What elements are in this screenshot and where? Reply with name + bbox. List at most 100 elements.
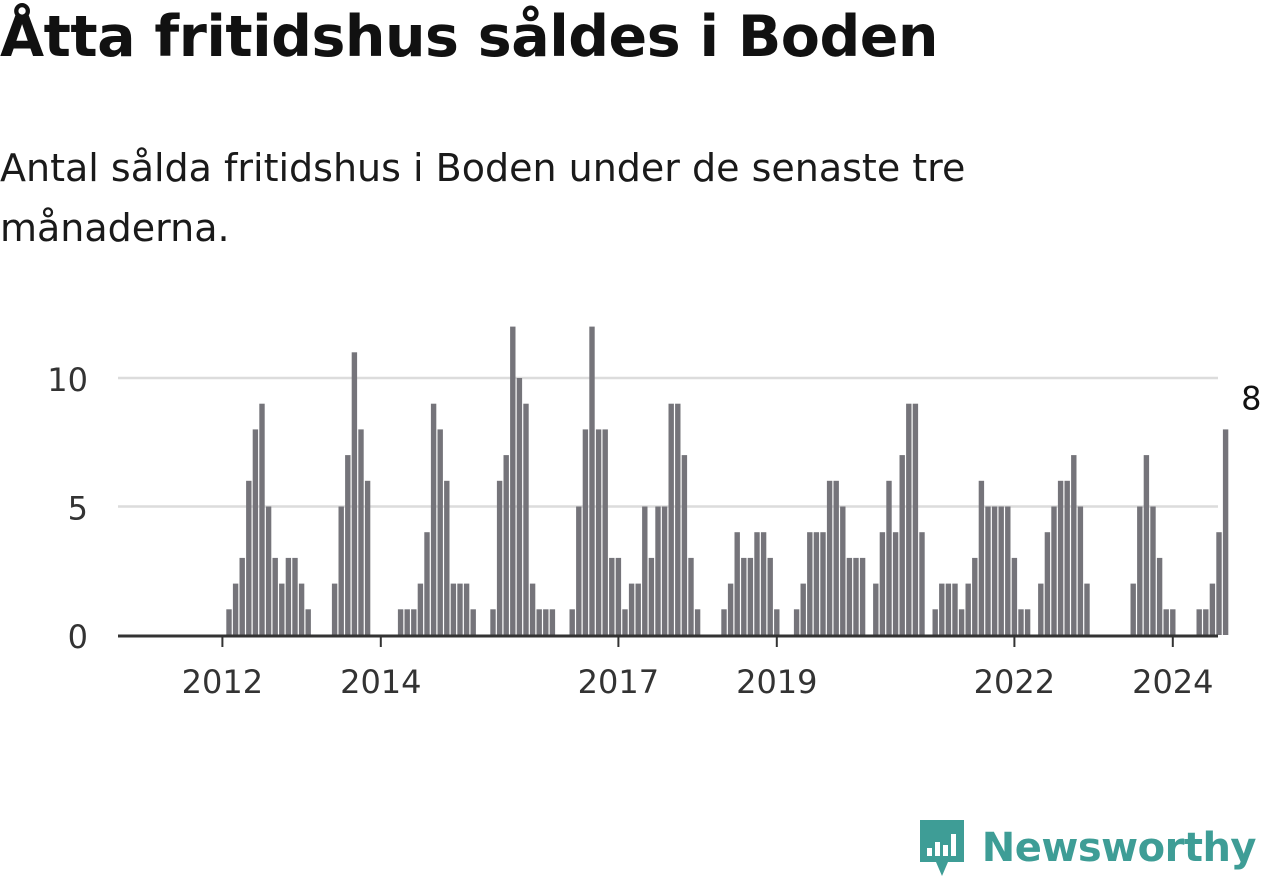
bar: [859, 557, 866, 635]
bar: [239, 557, 245, 635]
bar: [833, 480, 839, 635]
y-tick-label: 10: [47, 361, 88, 399]
x-tick-label: 2012: [182, 663, 263, 701]
bar: [919, 532, 925, 635]
bar: [292, 557, 298, 635]
bar: [576, 506, 582, 635]
bar: [595, 429, 602, 635]
brand-name: Newsworthy: [981, 825, 1257, 871]
bar: [272, 557, 278, 635]
bar: [734, 532, 740, 635]
bar: [1203, 609, 1209, 635]
bar: [450, 583, 457, 635]
bar: [265, 506, 272, 635]
bar: [417, 583, 424, 635]
bar: [648, 557, 655, 635]
bar: [727, 583, 734, 635]
chart-subtitle: Antal sålda fritidshus i Boden under de …: [0, 146, 966, 250]
bar: [463, 583, 470, 635]
bar: [813, 532, 820, 635]
bar: [430, 403, 437, 635]
bar: [846, 557, 853, 635]
bar: [622, 609, 628, 635]
bar: [1150, 506, 1156, 635]
bar: [364, 480, 371, 635]
bar: [331, 583, 338, 635]
x-tick-label: 2014: [340, 663, 421, 701]
bar: [609, 557, 615, 635]
bar: [906, 403, 912, 635]
bar: [589, 326, 595, 635]
bar: [1018, 609, 1024, 635]
bar: [892, 532, 899, 635]
bar: [1170, 609, 1176, 635]
bar: [351, 352, 358, 635]
bar: [543, 609, 549, 635]
bar: [444, 480, 450, 635]
bar: [1216, 532, 1222, 635]
bar: [873, 583, 879, 635]
bar: [1038, 583, 1044, 635]
gridlines: [118, 376, 1218, 508]
bar: [523, 403, 529, 635]
bar: [991, 506, 998, 635]
bar: [279, 583, 285, 635]
bar: [807, 532, 813, 635]
bar: [661, 506, 668, 635]
bar: [1071, 455, 1077, 635]
x-tick-label: 2017: [578, 663, 659, 701]
bar: [1143, 455, 1150, 635]
bar: [965, 583, 971, 635]
bar: [226, 609, 232, 635]
bar: [681, 455, 688, 635]
bar: [978, 480, 985, 635]
brand: Newsworthy: [918, 818, 1257, 878]
bar: [1051, 506, 1057, 635]
x-axis-labels: 2012 2014 2017 2019 2022 2024: [182, 663, 1214, 701]
bar: [688, 557, 694, 635]
bar: [232, 583, 239, 635]
bar: [642, 506, 648, 635]
bar: [747, 557, 754, 635]
bar: [1137, 506, 1143, 635]
bar: [529, 583, 536, 635]
bar: [1084, 583, 1090, 635]
bar: [1005, 506, 1011, 635]
bar: [820, 532, 826, 635]
bar: [1024, 609, 1031, 635]
x-axis: [118, 634, 1218, 647]
bar: [741, 557, 747, 635]
bar: [510, 326, 516, 635]
bar: [800, 583, 806, 635]
bar: [998, 506, 1004, 635]
bar: [932, 609, 938, 635]
bar: [338, 506, 344, 635]
x-tick-label: 2019: [736, 663, 817, 701]
bar: [879, 532, 886, 635]
bar: [305, 609, 311, 635]
bar-chart: 0 5 10 2012 2014 2017 2019 2022 2024 8: [47, 326, 1261, 701]
y-axis-labels: 0 5 10: [47, 361, 88, 656]
highlight-value-label: 8: [1241, 379, 1261, 417]
bar: [721, 609, 727, 635]
x-tick-label: 2022: [974, 663, 1055, 701]
bar: [536, 609, 542, 635]
bar: [457, 583, 463, 635]
bar: [1209, 583, 1216, 635]
bar: [655, 506, 661, 635]
bar: [635, 583, 641, 635]
bar: [569, 609, 575, 635]
bar: [760, 532, 767, 635]
y-tick-label: 0: [68, 618, 88, 656]
bar: [285, 557, 292, 635]
bar: [972, 557, 978, 635]
bar: [912, 403, 919, 635]
bar: [246, 480, 252, 635]
bar: [774, 609, 780, 635]
bar: [602, 429, 608, 635]
bar: [615, 557, 622, 635]
bar: [1044, 532, 1051, 635]
bar: [1163, 609, 1169, 635]
bar: [582, 429, 589, 635]
x-tick-label: 2024: [1132, 663, 1213, 701]
